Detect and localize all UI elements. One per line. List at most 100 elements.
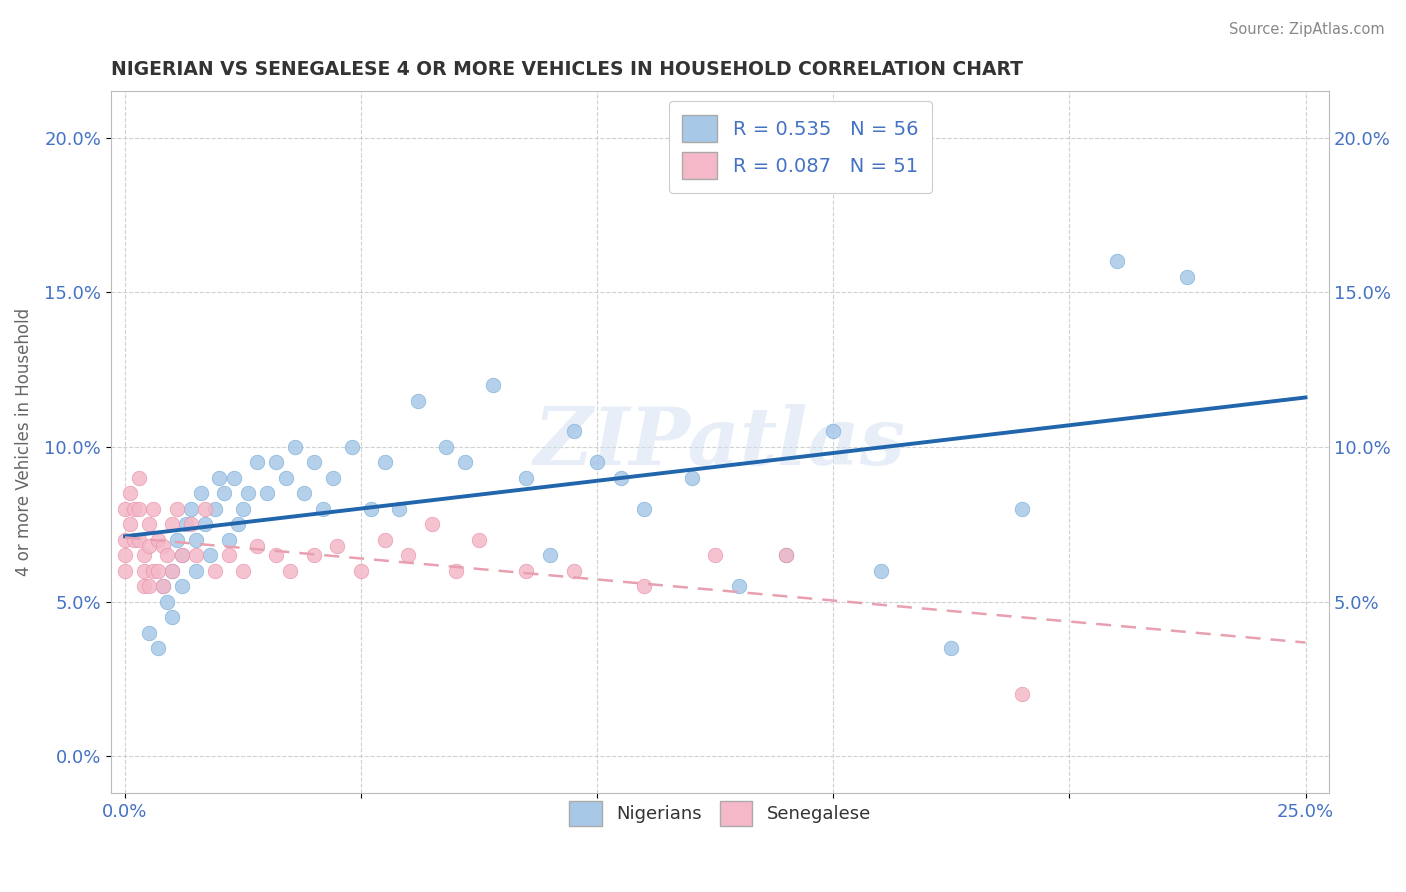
- Point: [538, 548, 561, 562]
- Point: [562, 564, 585, 578]
- Point: [124, 533, 146, 547]
- Point: [468, 533, 491, 547]
- Point: [208, 471, 231, 485]
- Point: [1011, 687, 1033, 701]
- Point: [360, 501, 382, 516]
- Point: [406, 393, 429, 408]
- Point: [152, 539, 174, 553]
- Point: [146, 564, 169, 578]
- Text: ZIPatlas: ZIPatlas: [534, 403, 905, 481]
- Point: [420, 517, 443, 532]
- Point: [180, 517, 202, 532]
- Point: [633, 579, 655, 593]
- Point: [228, 517, 250, 532]
- Point: [454, 455, 477, 469]
- Point: [515, 564, 537, 578]
- Point: [264, 548, 287, 562]
- Point: [138, 625, 160, 640]
- Point: [246, 539, 269, 553]
- Point: [1105, 254, 1128, 268]
- Point: [434, 440, 457, 454]
- Point: [610, 471, 633, 485]
- Point: [114, 564, 136, 578]
- Point: [204, 501, 226, 516]
- Point: [184, 533, 207, 547]
- Point: [180, 501, 202, 516]
- Point: [482, 378, 505, 392]
- Point: [1011, 501, 1033, 516]
- Point: [284, 440, 307, 454]
- Point: [118, 486, 141, 500]
- Point: [350, 564, 373, 578]
- Point: [704, 548, 727, 562]
- Point: [222, 471, 245, 485]
- Point: [278, 564, 301, 578]
- Point: [586, 455, 609, 469]
- Point: [322, 471, 344, 485]
- Point: [264, 455, 287, 469]
- Point: [326, 539, 349, 553]
- Point: [118, 517, 141, 532]
- Point: [775, 548, 797, 562]
- Point: [114, 548, 136, 562]
- Point: [256, 486, 278, 500]
- Point: [146, 640, 169, 655]
- Point: [218, 533, 240, 547]
- Legend: Nigerians, Senegalese: Nigerians, Senegalese: [562, 794, 879, 833]
- Point: [869, 564, 891, 578]
- Point: [681, 471, 703, 485]
- Point: [1177, 269, 1199, 284]
- Point: [198, 548, 221, 562]
- Point: [176, 517, 198, 532]
- Point: [388, 501, 411, 516]
- Point: [302, 455, 325, 469]
- Point: [138, 517, 160, 532]
- Y-axis label: 4 or more Vehicles in Household: 4 or more Vehicles in Household: [15, 309, 32, 576]
- Point: [444, 564, 467, 578]
- Point: [515, 471, 537, 485]
- Point: [142, 501, 165, 516]
- Point: [274, 471, 297, 485]
- Point: [146, 533, 169, 547]
- Point: [114, 501, 136, 516]
- Point: [156, 548, 179, 562]
- Point: [232, 501, 254, 516]
- Point: [160, 564, 183, 578]
- Point: [170, 579, 193, 593]
- Point: [218, 548, 240, 562]
- Point: [128, 501, 150, 516]
- Point: [152, 579, 174, 593]
- Point: [128, 533, 150, 547]
- Point: [184, 564, 207, 578]
- Point: [312, 501, 335, 516]
- Point: [396, 548, 419, 562]
- Point: [562, 425, 585, 439]
- Point: [374, 533, 396, 547]
- Point: [132, 548, 155, 562]
- Point: [374, 455, 396, 469]
- Point: [160, 564, 183, 578]
- Point: [132, 564, 155, 578]
- Point: [128, 471, 150, 485]
- Point: [633, 501, 655, 516]
- Point: [775, 548, 797, 562]
- Point: [170, 548, 193, 562]
- Point: [236, 486, 259, 500]
- Point: [728, 579, 751, 593]
- Point: [212, 486, 235, 500]
- Point: [142, 564, 165, 578]
- Point: [138, 579, 160, 593]
- Point: [114, 533, 136, 547]
- Text: Source: ZipAtlas.com: Source: ZipAtlas.com: [1229, 22, 1385, 37]
- Point: [160, 517, 183, 532]
- Point: [170, 548, 193, 562]
- Point: [160, 610, 183, 624]
- Point: [302, 548, 325, 562]
- Point: [941, 640, 963, 655]
- Point: [246, 455, 269, 469]
- Point: [166, 501, 188, 516]
- Point: [204, 564, 226, 578]
- Point: [132, 579, 155, 593]
- Point: [340, 440, 363, 454]
- Point: [823, 425, 845, 439]
